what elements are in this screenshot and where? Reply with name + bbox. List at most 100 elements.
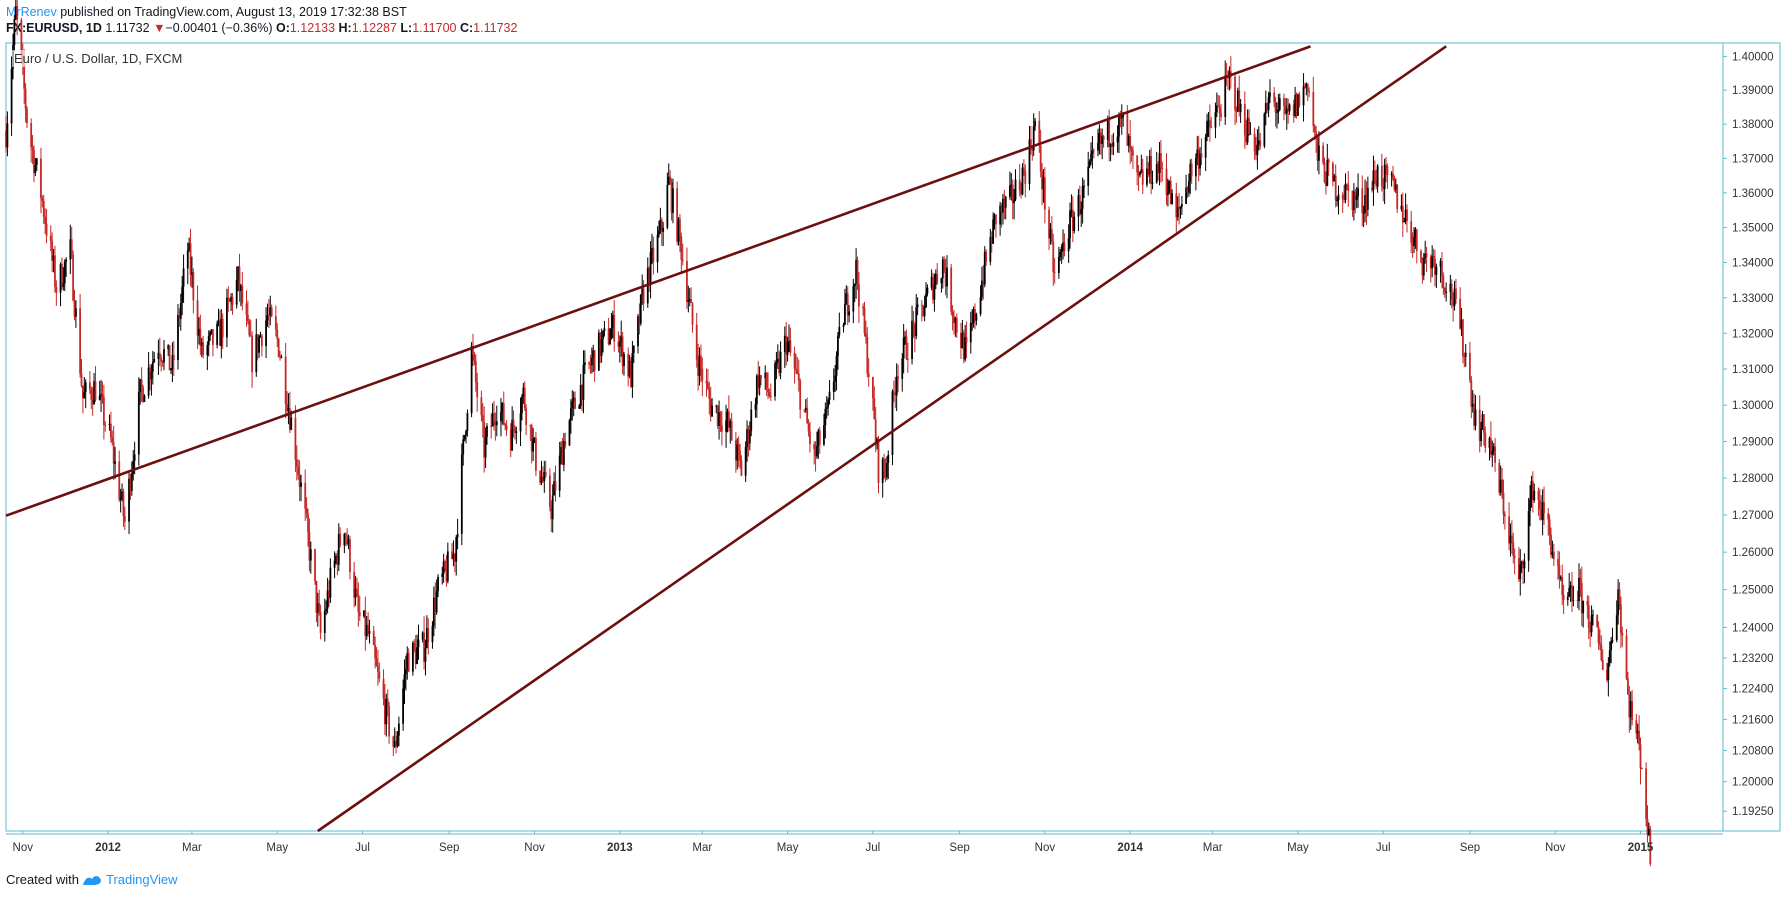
candle-body (1235, 110, 1238, 112)
candle (953, 309, 955, 335)
candle-body (1315, 131, 1318, 139)
candle-body (1474, 409, 1477, 426)
candle (746, 420, 748, 462)
candle (1404, 193, 1407, 225)
candle (901, 353, 904, 392)
candle (1459, 287, 1462, 330)
candle (1024, 164, 1027, 198)
candle (119, 488, 122, 513)
trendlines-layer[interactable] (5, 45, 1447, 833)
candle-body (1157, 164, 1160, 173)
candle-body (26, 108, 28, 124)
candle (525, 404, 528, 436)
candle-body (491, 413, 494, 427)
candle-body (846, 293, 849, 316)
candle-body (639, 294, 642, 324)
candle-body (1059, 251, 1062, 257)
candle (404, 655, 407, 691)
candle-body (795, 368, 797, 371)
candle (904, 331, 906, 345)
trendline-lower[interactable] (317, 45, 1447, 833)
candle-body (823, 425, 825, 445)
candle-body (1108, 119, 1111, 147)
candle (951, 305, 954, 331)
candle-body (1508, 516, 1510, 544)
candle (446, 542, 449, 584)
candle-body (648, 268, 651, 285)
candle (1102, 134, 1105, 148)
candle (1561, 564, 1564, 606)
candle (638, 303, 641, 335)
candle-body (1189, 163, 1192, 182)
candle (1600, 635, 1603, 662)
candle-body (922, 305, 925, 316)
trendline-upper[interactable] (5, 45, 1311, 517)
candle (725, 404, 727, 448)
candle (695, 312, 698, 368)
candle-body (200, 342, 203, 346)
candle (1343, 185, 1345, 204)
candle (877, 435, 880, 494)
candle (530, 423, 533, 464)
candle-body (786, 341, 789, 355)
candle (884, 458, 887, 482)
candle-body (1601, 659, 1604, 670)
candle (922, 304, 925, 317)
price-tick-label: 1.38000 (1732, 119, 1774, 131)
candle-body (406, 653, 409, 670)
candle (529, 424, 532, 441)
candle-body (1090, 154, 1092, 162)
candle (424, 639, 427, 676)
candle-body (739, 451, 741, 461)
candle-body (934, 273, 937, 285)
candle (701, 357, 704, 397)
candle (944, 258, 947, 296)
candle (1196, 136, 1199, 166)
candle (277, 337, 280, 358)
tradingview-link[interactable]: TradingView (105, 872, 178, 887)
candle-body (747, 429, 750, 444)
candle (33, 145, 35, 183)
candle-body (1635, 720, 1638, 734)
candle (111, 430, 114, 446)
candle-body (785, 335, 788, 355)
candle-body (1375, 179, 1378, 187)
candle (550, 500, 553, 533)
candle-body (544, 472, 547, 476)
candle (747, 425, 750, 457)
candle-body (1445, 292, 1448, 294)
candle (885, 456, 888, 481)
candle (1169, 176, 1172, 205)
candle (818, 426, 821, 454)
candle-body (1140, 169, 1143, 173)
candle-body (1625, 635, 1628, 679)
candle (1394, 178, 1397, 194)
candle-body (1239, 103, 1242, 113)
candle (1139, 171, 1141, 178)
candle (1410, 210, 1413, 254)
candle (14, 0, 17, 21)
candle-body (226, 297, 228, 338)
candle-body (121, 491, 123, 499)
candle-body (75, 308, 77, 317)
candle-body (300, 482, 302, 487)
time-axis[interactable]: Nov 2012 Mar May Jul Sep Nov 2013 Mar May Jul Sep No… (13, 831, 1654, 854)
price-axis[interactable]: 1.400001.390001.380001.370001.360001.350… (1723, 51, 1774, 818)
candle-body (182, 268, 185, 287)
candle-body (1411, 242, 1414, 246)
candle-body (1571, 585, 1573, 601)
candle (6, 111, 9, 157)
candle (930, 269, 933, 291)
candle-body (535, 437, 537, 471)
author-link[interactable]: MrRenev (6, 5, 57, 19)
candle-body (198, 328, 200, 336)
candle-body (372, 630, 375, 645)
candle (1210, 117, 1213, 129)
candle-body (1519, 564, 1522, 580)
candle (1463, 352, 1466, 368)
candle (1078, 185, 1081, 216)
price-tick-label: 1.19250 (1732, 806, 1774, 818)
candle-body (177, 314, 179, 361)
candle (1373, 160, 1376, 185)
